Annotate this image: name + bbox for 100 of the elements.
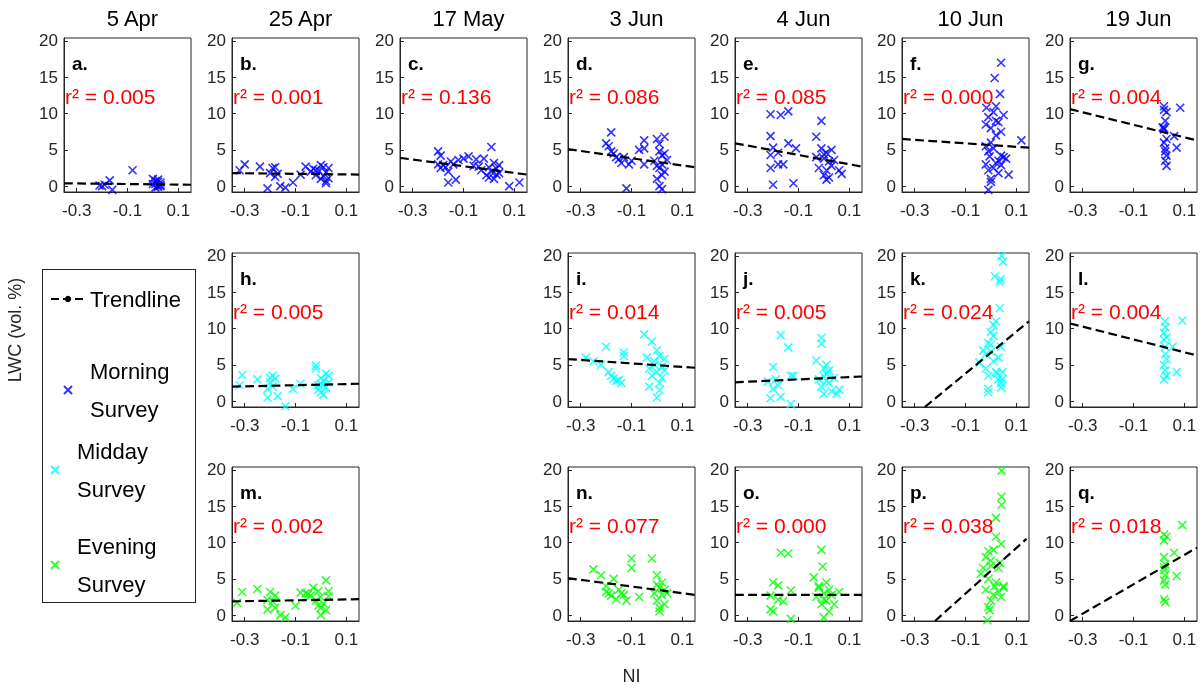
y-tick-label: 10 [1045,533,1064,553]
y-tick-label: 5 [216,569,226,589]
y-tick-label: 15 [877,67,896,87]
y-tick-label: 15 [710,496,729,516]
x-tick-label: 0.1 [670,630,695,649]
x-tick-label: -0.1 [783,416,814,435]
x-tick-label: -0.3 [230,630,260,649]
x-tick-label: -0.1 [280,416,311,435]
y-tick-label: 0 [552,605,562,625]
x-tick-label: -0.1 [112,201,143,220]
y-tick-label: 20 [710,31,729,51]
annotation: i. [576,268,587,289]
y-tick-label: 5 [48,140,58,160]
y-tick-label: 0 [886,391,896,411]
annotation: r² = 0.038 [903,514,994,537]
annotation: g. [1078,53,1095,74]
x-tick-label: 0.1 [1172,630,1197,649]
chart-title: 3 Jun [609,5,664,31]
y-tick-label: 0 [1054,176,1064,196]
x-tick-label: 0.1 [334,201,359,220]
y-tick-label: 0 [552,391,562,411]
y-tick-label: 10 [207,533,226,553]
y-tick-label: 5 [719,355,729,375]
y-tick-label: 15 [710,282,729,302]
annotation: n. [576,482,593,503]
y-tick-label: 10 [710,319,729,339]
y-tick-label: 20 [207,31,226,51]
x-tick-label: -0.3 [398,201,428,220]
y-tick-label: 20 [1045,246,1064,266]
y-tick-label: 0 [719,605,729,625]
x-tick-label: 0.1 [1004,201,1029,220]
x-tick-label: -0.3 [733,630,763,649]
legend-label: Evening Survey [77,533,163,597]
x-tick-label: -0.1 [448,201,479,220]
chart-title: 17 May [432,5,505,31]
y-tick-label: 15 [207,67,226,87]
annotation: r² = 0.000 [903,85,994,108]
x-tick-label: 0.1 [334,630,359,649]
y-tick-label: 5 [216,355,226,375]
x-tick-label: -0.1 [616,201,647,220]
y-tick-label: 0 [48,176,58,196]
x-tick-label: -0.3 [1068,416,1098,435]
y-tick-label: 0 [216,176,226,196]
x-tick-label: -0.3 [733,416,763,435]
annotation: f. [910,53,922,74]
y-tick-label: 10 [543,104,562,124]
y-tick-label: 15 [543,67,562,87]
y-tick-label: 20 [543,31,562,51]
legend-label: Morning Survey [90,358,176,422]
y-tick-label: 0 [552,176,562,196]
annotation: r² = 0.001 [233,85,324,108]
y-tick-label: 0 [1054,391,1064,411]
x-tick-label: -0.1 [1118,630,1149,649]
y-tick-label: 20 [710,246,729,266]
x-tick-label: -0.3 [900,416,930,435]
annotation: l. [1078,268,1089,289]
y-tick-label: 5 [1054,569,1064,589]
x-tick-label: -0.3 [900,630,930,649]
y-tick-label: 0 [719,391,729,411]
y-tick-label: 10 [877,319,896,339]
y-tick-label: 20 [207,460,226,480]
y-tick-label: 5 [552,355,562,375]
y-tick-label: 5 [1054,355,1064,375]
y-tick-label: 10 [877,104,896,124]
y-tick-label: 5 [1054,140,1064,160]
annotation: r² = 0.085 [736,85,827,108]
annotation: r² = 0.024 [903,300,994,323]
annotation: j. [742,268,754,289]
y-tick-label: 20 [207,246,226,266]
y-tick-label: 0 [886,176,896,196]
annotation: r² = 0.014 [569,300,660,323]
x-tick-label: -0.1 [950,630,981,649]
annotation: b. [240,53,257,74]
y-tick-label: 0 [719,176,729,196]
y-tick-label: 20 [877,246,896,266]
y-tick-label: 15 [1045,67,1064,87]
y-tick-label: 20 [710,460,729,480]
y-tick-label: 10 [710,533,729,553]
chart-title: 10 Jun [937,5,1004,31]
x-tick-label: 0.1 [1172,416,1197,435]
y-tick-label: 5 [384,140,394,160]
x-tick-label: 0.1 [1004,416,1029,435]
x-tick-label: -0.3 [900,201,930,220]
x-tick-label: -0.1 [950,416,981,435]
y-tick-label: 0 [216,605,226,625]
annotation: r² = 0.136 [401,85,492,108]
y-tick-label: 0 [1054,605,1064,625]
chart-title: 5 Apr [106,5,159,31]
annotation: r² = 0.086 [569,85,660,108]
y-tick-label: 20 [375,31,394,51]
y-tick-label: 5 [552,140,562,160]
annotation: r² = 0.005 [736,300,827,323]
x-tick-label: 0.1 [1172,201,1197,220]
x-tick-label: -0.3 [566,416,596,435]
y-tick-label: 10 [375,104,394,124]
x-tick-label: 0.1 [670,201,695,220]
y-tick-label: 0 [384,176,394,196]
x-tick-label: -0.1 [616,416,647,435]
y-tick-label: 5 [552,569,562,589]
annotation: m. [240,482,263,503]
